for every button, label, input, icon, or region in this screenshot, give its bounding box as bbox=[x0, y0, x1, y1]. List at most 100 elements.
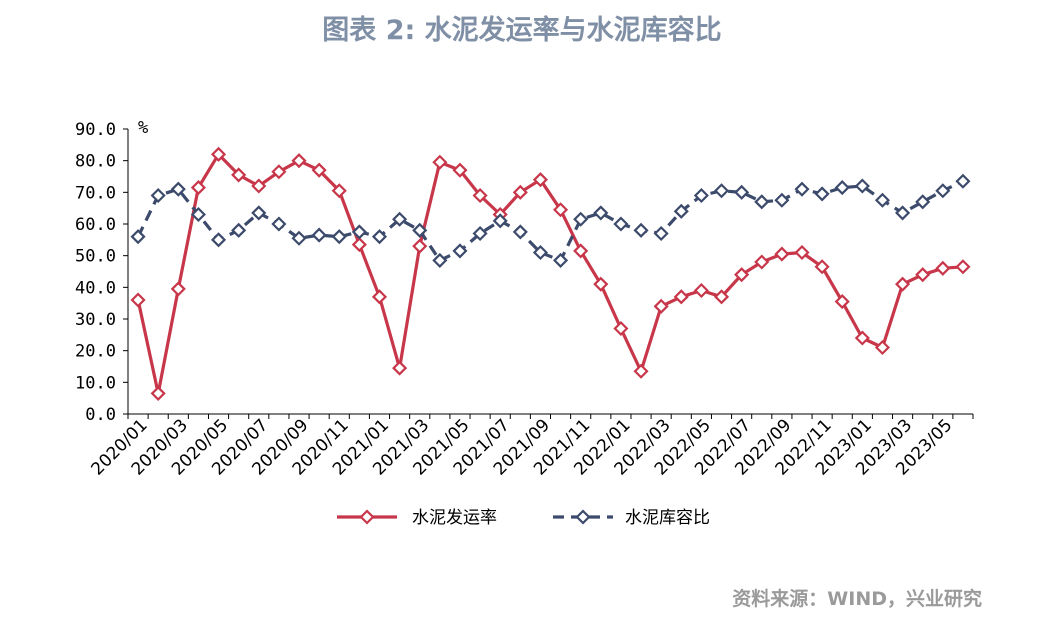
series-1-point bbox=[371, 289, 388, 305]
series-group bbox=[130, 146, 971, 401]
y-tick-label: 0.0 bbox=[85, 405, 116, 425]
series-1-point bbox=[734, 267, 750, 283]
series-2-point bbox=[412, 222, 428, 238]
series-2-point bbox=[392, 211, 408, 227]
series-2-point bbox=[351, 224, 367, 240]
series-1-point bbox=[613, 320, 629, 337]
series-1-point bbox=[895, 276, 911, 292]
y-tick-label: 50.0 bbox=[75, 247, 116, 267]
series-2-point bbox=[251, 205, 267, 221]
series-2-point bbox=[512, 224, 528, 240]
series-2-point bbox=[854, 178, 870, 194]
series-1-point bbox=[210, 146, 227, 162]
series-2-point bbox=[573, 211, 589, 227]
series-2-point bbox=[170, 181, 186, 197]
series-1-point bbox=[170, 281, 186, 297]
series-1-point bbox=[452, 162, 468, 178]
legend-swatch-marker-1 bbox=[359, 509, 375, 525]
series-2-point bbox=[190, 206, 206, 223]
series-2-point bbox=[713, 183, 730, 199]
legend: 水泥发运率 水泥库容比 bbox=[337, 508, 710, 528]
y-tick-label: 10.0 bbox=[75, 373, 116, 393]
series-2-point bbox=[774, 192, 790, 208]
series-1-point bbox=[794, 244, 810, 261]
y-axis-unit: % bbox=[138, 118, 148, 138]
series-1-point bbox=[251, 178, 267, 194]
series-1-point bbox=[935, 260, 951, 276]
series-2-point bbox=[734, 184, 750, 200]
series-2-point bbox=[895, 205, 911, 221]
series-1-point bbox=[834, 294, 850, 310]
series-2-point bbox=[814, 186, 830, 202]
series-2-point bbox=[331, 229, 347, 245]
series-1-point bbox=[311, 162, 327, 178]
series-1-point bbox=[130, 292, 146, 308]
series-2-point bbox=[955, 173, 971, 189]
series-1-point bbox=[673, 289, 689, 305]
series-1-point bbox=[150, 385, 166, 401]
series-1-point bbox=[271, 164, 287, 180]
y-tick-label: 80.0 bbox=[75, 152, 116, 172]
series-2-point bbox=[130, 229, 146, 245]
chart-title: 图表 2: 水泥发运率与水泥库容比 bbox=[322, 15, 722, 46]
series-2-point bbox=[915, 194, 931, 210]
series-2-point bbox=[874, 192, 891, 208]
series-1-point bbox=[633, 363, 649, 379]
legend-label-2: 水泥库容比 bbox=[625, 508, 710, 528]
series-1-point bbox=[955, 259, 971, 275]
series-2-point bbox=[553, 252, 569, 268]
x-axis-ticks: 2020/012020/032020/052020/072020/092020/… bbox=[88, 414, 974, 479]
series-2-point bbox=[613, 216, 629, 232]
series-2-point bbox=[291, 230, 307, 246]
series-2-point bbox=[210, 232, 227, 248]
series-1-point bbox=[351, 237, 367, 253]
series-1-point bbox=[553, 202, 569, 218]
series-2-point bbox=[432, 252, 448, 268]
series-1-point bbox=[573, 243, 589, 259]
series-2-point bbox=[653, 225, 669, 242]
series-2-point bbox=[452, 243, 468, 259]
series-2-point bbox=[593, 205, 609, 221]
series-1-point bbox=[854, 330, 870, 346]
legend-swatch-marker-2 bbox=[575, 509, 591, 525]
series-2-point bbox=[472, 225, 488, 242]
series-1-point bbox=[713, 289, 730, 305]
series-2-point bbox=[492, 213, 508, 229]
y-tick-label: 20.0 bbox=[75, 342, 116, 362]
series-1-point bbox=[432, 154, 448, 170]
series-1-point bbox=[814, 259, 830, 275]
series-2-point bbox=[532, 244, 548, 261]
series-2-point bbox=[834, 180, 850, 196]
series-1-point bbox=[532, 172, 548, 188]
series-2-point bbox=[754, 194, 770, 210]
series-1-point bbox=[693, 282, 709, 299]
series-1-point bbox=[915, 267, 931, 283]
series-2-point bbox=[794, 181, 810, 197]
series-2-point bbox=[633, 222, 649, 238]
series-1-point bbox=[412, 238, 428, 254]
series-2-point bbox=[311, 227, 327, 243]
series-1-point bbox=[472, 187, 488, 204]
series-2-point bbox=[935, 183, 951, 199]
series-2-point bbox=[371, 229, 388, 245]
series-2-point bbox=[150, 187, 166, 204]
series-1-point bbox=[190, 180, 206, 196]
series-1-point bbox=[653, 298, 669, 314]
series-1-point bbox=[392, 360, 408, 376]
series-1-point bbox=[291, 153, 307, 169]
y-tick-label: 30.0 bbox=[75, 310, 116, 330]
series-2-point bbox=[271, 216, 287, 232]
y-axis-ticks: 0.0 10.0 20.0 30.0 40.0 50.0 60.0 70.0 80.0 90.0 bbox=[75, 120, 128, 425]
series-1-point bbox=[231, 167, 247, 183]
series-1-point bbox=[774, 246, 790, 262]
series-1-point bbox=[512, 184, 528, 200]
series-2-point bbox=[673, 203, 689, 219]
series-1-point bbox=[593, 276, 609, 292]
series-2-point bbox=[693, 187, 709, 204]
series-2-point bbox=[231, 222, 247, 238]
y-tick-label: 70.0 bbox=[75, 183, 116, 203]
series-1-point bbox=[331, 183, 347, 199]
y-tick-label: 60.0 bbox=[75, 215, 116, 235]
source-note: 资料来源：WIND，兴业研究 bbox=[732, 588, 982, 610]
